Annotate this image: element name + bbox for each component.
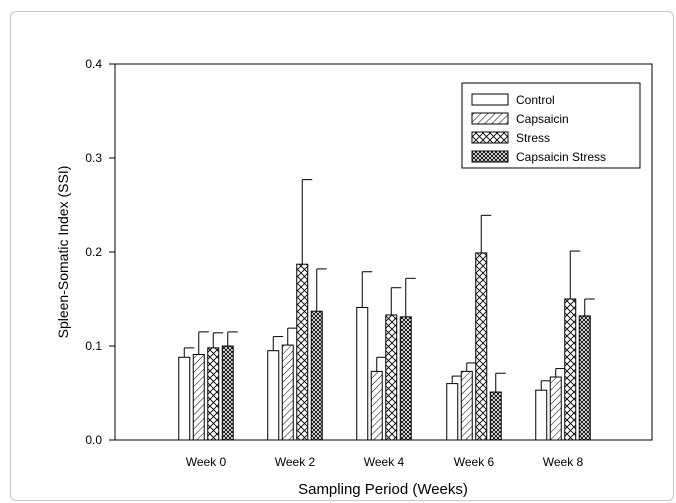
bar [460, 370, 473, 441]
bar [370, 370, 383, 441]
bar [564, 298, 577, 441]
x-tick-label: Week 6 [454, 455, 495, 469]
y-tick-label: 0.4 [85, 57, 102, 71]
x-tick-label: Week 4 [364, 455, 405, 469]
bar [221, 345, 234, 441]
bar-series [178, 179, 595, 441]
y-tick-label: 0.1 [85, 339, 102, 353]
legend-label: Capsaicin Stress [516, 150, 606, 164]
bar [399, 316, 412, 441]
y-tick-label: 0.0 [85, 433, 102, 447]
bar [267, 350, 280, 441]
bar [296, 263, 309, 441]
legend-label: Stress [516, 131, 550, 145]
x-tick-label: Week 2 [275, 455, 316, 469]
legend-swatch [471, 131, 509, 144]
y-axis-ticks: 0.0 0.1 0.2 0.3 0.4 [85, 57, 115, 447]
bar [549, 376, 562, 441]
bar [385, 314, 398, 441]
legend-swatch [471, 93, 509, 106]
bar [178, 356, 191, 441]
y-axis-label: Spleen-Somatic Index (SSI) [55, 166, 71, 339]
legend-swatch [471, 150, 509, 163]
legend-label: Control [516, 93, 555, 107]
x-tick-label: Week 8 [543, 455, 584, 469]
bar [192, 353, 205, 441]
bar [535, 389, 548, 441]
legend-swatch [471, 112, 509, 125]
bar [489, 391, 502, 441]
bar [310, 310, 323, 441]
bar [207, 347, 220, 441]
legend-label: Capsaicin [516, 112, 569, 126]
y-tick-label: 0.2 [85, 245, 102, 259]
bar [356, 306, 369, 441]
y-tick-label: 0.3 [85, 151, 102, 165]
bar [281, 344, 294, 441]
bar [475, 252, 488, 441]
legend: Control Capsaicin Stress Capsaicin Stress [461, 82, 641, 169]
x-axis-ticks: Week 0 Week 2 Week 4 Week 6 Week 8 [186, 455, 584, 469]
bar [578, 315, 591, 441]
x-tick-label: Week 0 [186, 455, 227, 469]
x-axis-label: Sampling Period (Weeks) [298, 481, 468, 498]
bar [446, 383, 459, 441]
